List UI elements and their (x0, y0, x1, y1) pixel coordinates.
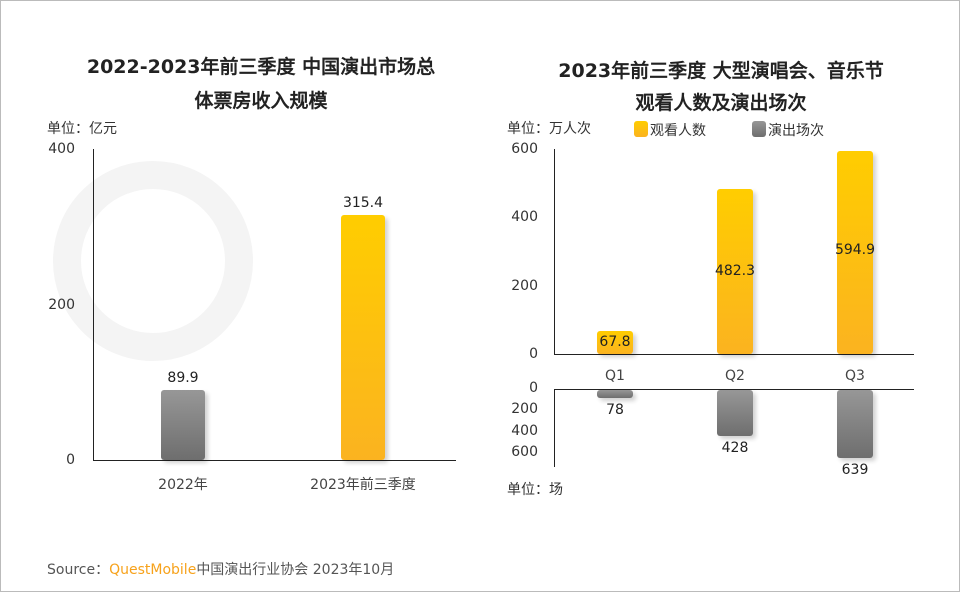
y-tick-label: 0 (66, 452, 75, 468)
y-tick-label: 400 (511, 422, 538, 439)
legend-viewers: 观看人数 (650, 123, 706, 139)
x-tick-label: Q3 (845, 368, 865, 384)
data-label-viewers: 482.3 (714, 263, 756, 280)
bar-viewers (597, 330, 633, 354)
x-tick-label: 2023年前三季度 (310, 477, 416, 493)
x-tick-label: Q1 (605, 368, 625, 384)
bar-shows (597, 390, 633, 399)
data-label-shows: 428 (721, 439, 749, 456)
bar (341, 214, 385, 460)
y-axis-bottom (554, 389, 555, 467)
x-axis-top (554, 354, 914, 355)
chart1-title-line2: 体票房收入规模 (194, 90, 328, 112)
y-axis (93, 149, 94, 460)
data-label-viewers: 594.9 (834, 242, 876, 259)
source-brand: QuestMobile (109, 562, 197, 578)
y-tick-label: 0 (529, 346, 538, 362)
bar-shows (717, 390, 753, 436)
x-tick-label: Q2 (725, 368, 745, 384)
legend-swatch-viewers (634, 121, 648, 137)
data-label: 89.9 (167, 370, 199, 387)
chart2-unit-top: 单位：万人次 (507, 121, 591, 137)
y-axis-top (554, 149, 555, 354)
bar-viewers (717, 189, 753, 354)
bar (161, 390, 205, 460)
data-label-shows: 78 (606, 402, 624, 419)
y-tick-label: 200 (511, 401, 538, 418)
x-axis-bottom (554, 389, 914, 390)
data-label: 315.4 (342, 194, 384, 211)
data-label-shows: 639 (841, 462, 869, 479)
y-tick-label: 400 (511, 209, 538, 226)
y-tick-label: 400 (48, 141, 75, 157)
source-rest: 中国演出行业协会 2023年10月 (196, 562, 395, 578)
chart2-unit-bottom: 单位：场 (507, 482, 563, 498)
y-tick-label: 600 (511, 141, 538, 157)
x-tick-label: 2022年 (158, 477, 208, 493)
chart1-title-line1: 2022-2023年前三季度 中国演出市场总 (86, 56, 436, 78)
chart2-title-line1: 2023年前三季度 大型演唱会、音乐节 (558, 60, 884, 82)
source-label: Source： (47, 562, 110, 578)
source: Source：QuestMobile中国演出行业协会 2023年10月 (47, 559, 394, 579)
bar-shows (837, 390, 873, 459)
x-axis (93, 460, 456, 461)
y-tick-label: 200 (511, 277, 538, 294)
data-label-viewers: 67.8 (599, 333, 631, 350)
chart2: 0 200 400 600 0 200 400 600 67.8 Q1 78 482.3 Q2 428 59… (1, 1, 959, 541)
y-tick-label: 200 (48, 296, 75, 313)
legend-swatch-shows (752, 121, 766, 137)
bar-viewers (837, 150, 873, 354)
y-tick-label: 600 (511, 444, 538, 460)
chart1: 0 200 400 89.9 2022年 315.4 2023年前三季度 (1, 1, 481, 541)
chart1-unit: 单位：亿元 (47, 121, 117, 137)
y-tick-label: 0 (529, 380, 538, 396)
chart2-title-line2: 观看人数及演出场次 (635, 92, 807, 114)
legend-shows: 演出场次 (768, 123, 824, 139)
